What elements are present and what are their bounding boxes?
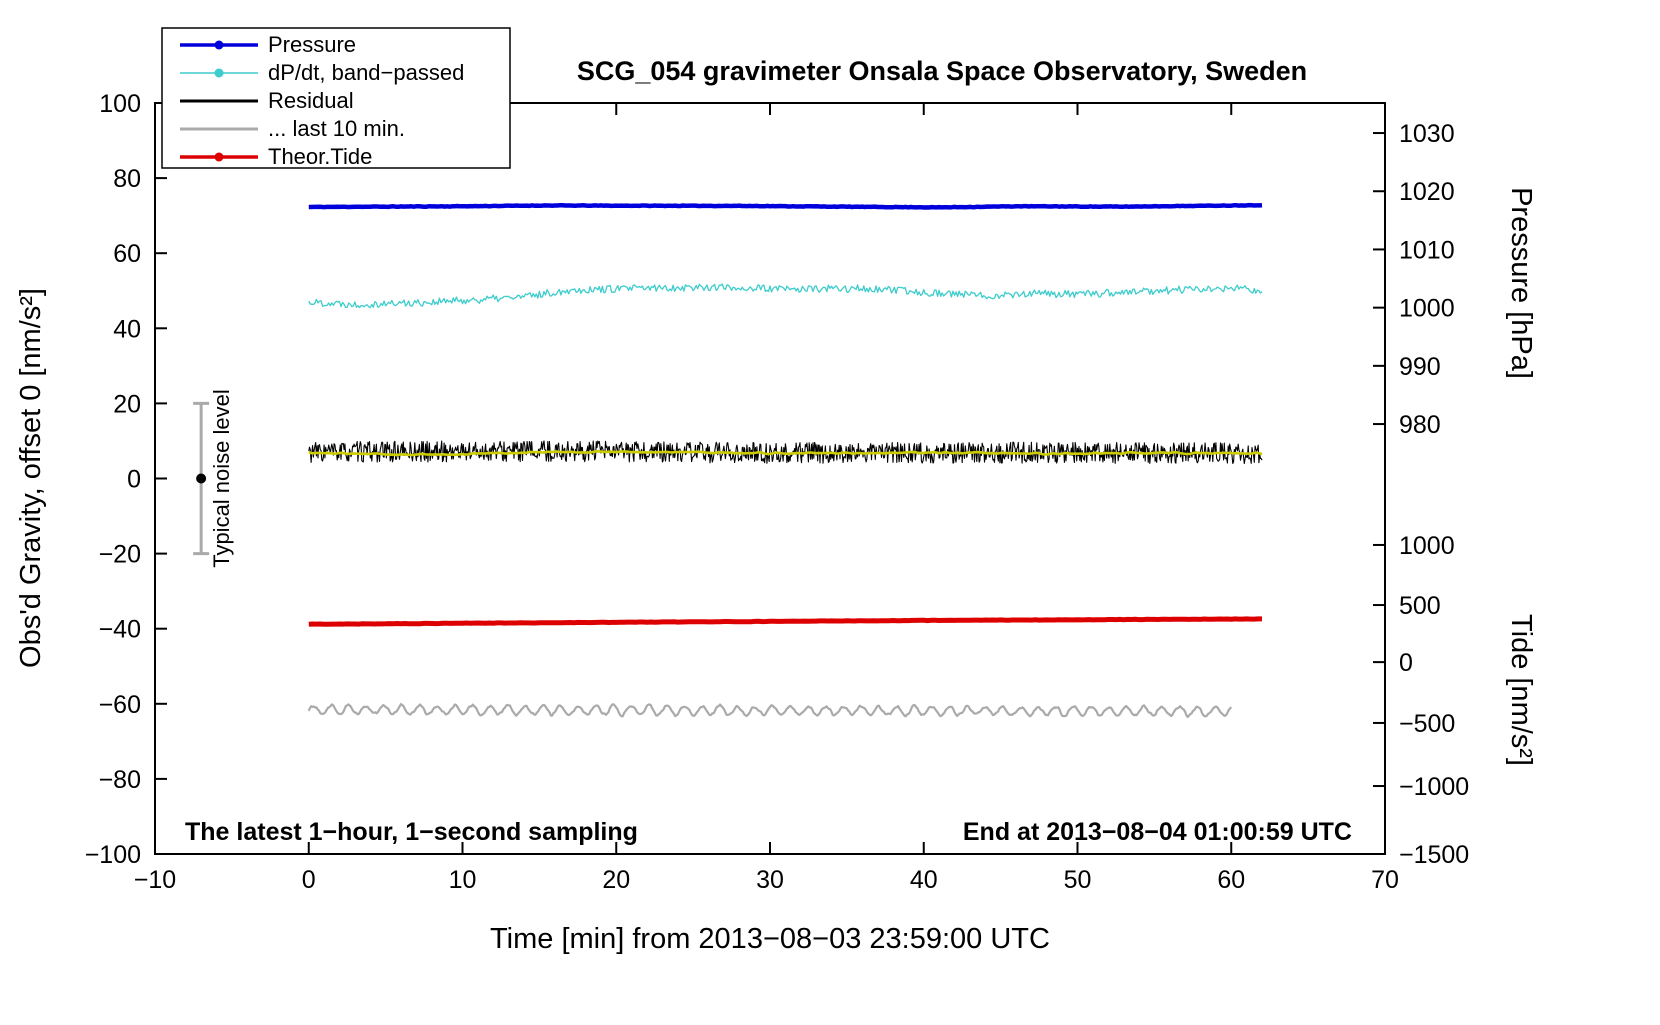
legend-item-label: Theor.Tide	[268, 144, 372, 169]
legend-marker-dot	[214, 40, 224, 50]
y-tick-label-right: 980	[1399, 411, 1441, 439]
x-tick-label: 10	[449, 866, 477, 894]
tick-labels: −10 0 10 20 30 40 50 60 70100806040200−20−40−60−…	[85, 90, 1470, 894]
y-axis-label-left: Obs'd Gravity, offset 0 [nm/s²]	[15, 288, 47, 668]
y-tick-label-right: −500	[1399, 710, 1455, 738]
x-tick-label: −10	[134, 866, 176, 894]
y-axis-label-tide: Tide [nm/s²]	[1505, 614, 1537, 766]
legend-box	[161, 27, 511, 169]
y-tick-label-right: 1020	[1399, 178, 1455, 206]
x-axis-label: Time [min] from 2013−08−03 23:59:00 UTC	[490, 923, 1050, 955]
y-tick-label-left: −20	[99, 541, 141, 569]
legend-item-label: Pressure	[268, 32, 356, 57]
y-tick-label-right: 0	[1399, 649, 1413, 677]
y-tick-label-right: 1000	[1399, 295, 1455, 323]
noise-level-marker: Typical noise level	[193, 389, 234, 568]
y-tick-label-left: 0	[127, 466, 141, 494]
legend-marker-dot	[214, 68, 224, 78]
y-tick-label-right: 1000	[1399, 532, 1455, 560]
x-tick-label: 20	[602, 866, 630, 894]
series-last-10-min	[307, 702, 1233, 719]
series-dpdt	[308, 283, 1263, 309]
noise-level-label: Typical noise level	[209, 389, 234, 568]
plot-generated: −10 0 10 20 30 40 50 60 70100806040200−20−40−60−…	[85, 27, 1470, 894]
series-group	[307, 202, 1263, 719]
series-theor-tide	[308, 616, 1262, 627]
legend: Pressure dP/dt, band−passed Residual ... la…	[161, 27, 511, 169]
y-tick-label-left: 80	[113, 165, 141, 193]
y-tick-label-left: −40	[99, 616, 141, 644]
chart-title: SCG_054 gravimeter Onsala Space Observat…	[577, 56, 1307, 86]
y-tick-label-left: −80	[99, 766, 141, 794]
y-tick-label-right: −1000	[1399, 773, 1469, 801]
x-tick-label: 70	[1371, 866, 1399, 894]
legend-item-label: ... last 10 min.	[268, 116, 405, 141]
x-tick-label: 60	[1217, 866, 1245, 894]
series-residual-filtered	[308, 449, 1263, 457]
y-tick-label-left: −60	[99, 691, 141, 719]
series-pressure	[308, 202, 1263, 210]
y-tick-label-right: 1030	[1399, 120, 1455, 148]
y-tick-label-left: −100	[85, 841, 141, 869]
x-tick-label: 0	[302, 866, 316, 894]
y-tick-label-left: 100	[99, 90, 141, 118]
legend-item-label: dP/dt, band−passed	[268, 60, 464, 85]
y-tick-label-left: 60	[113, 240, 141, 268]
noise-level-dot	[196, 473, 207, 484]
y-tick-label-left: 40	[113, 315, 141, 343]
x-tick-label: 40	[910, 866, 938, 894]
annotation-end-time: End at 2013−08−04 01:00:59 UTC	[963, 818, 1352, 846]
x-tick-label: 30	[756, 866, 784, 894]
y-tick-label-right: −1500	[1399, 841, 1469, 869]
annotation-sampling: The latest 1−hour, 1−second sampling	[185, 818, 638, 846]
y-tick-label-right: 1010	[1399, 236, 1455, 264]
x-tick-label: 50	[1064, 866, 1092, 894]
y-tick-label-right: 500	[1399, 592, 1441, 620]
legend-item-label: Residual	[268, 88, 354, 113]
plot-frame	[154, 102, 1386, 855]
y-tick-label-left: 20	[113, 390, 141, 418]
legend-marker-dot	[214, 152, 224, 162]
y-axis-label-pressure: Pressure [hPa]	[1505, 187, 1537, 379]
y-tick-label-right: 990	[1399, 353, 1441, 381]
